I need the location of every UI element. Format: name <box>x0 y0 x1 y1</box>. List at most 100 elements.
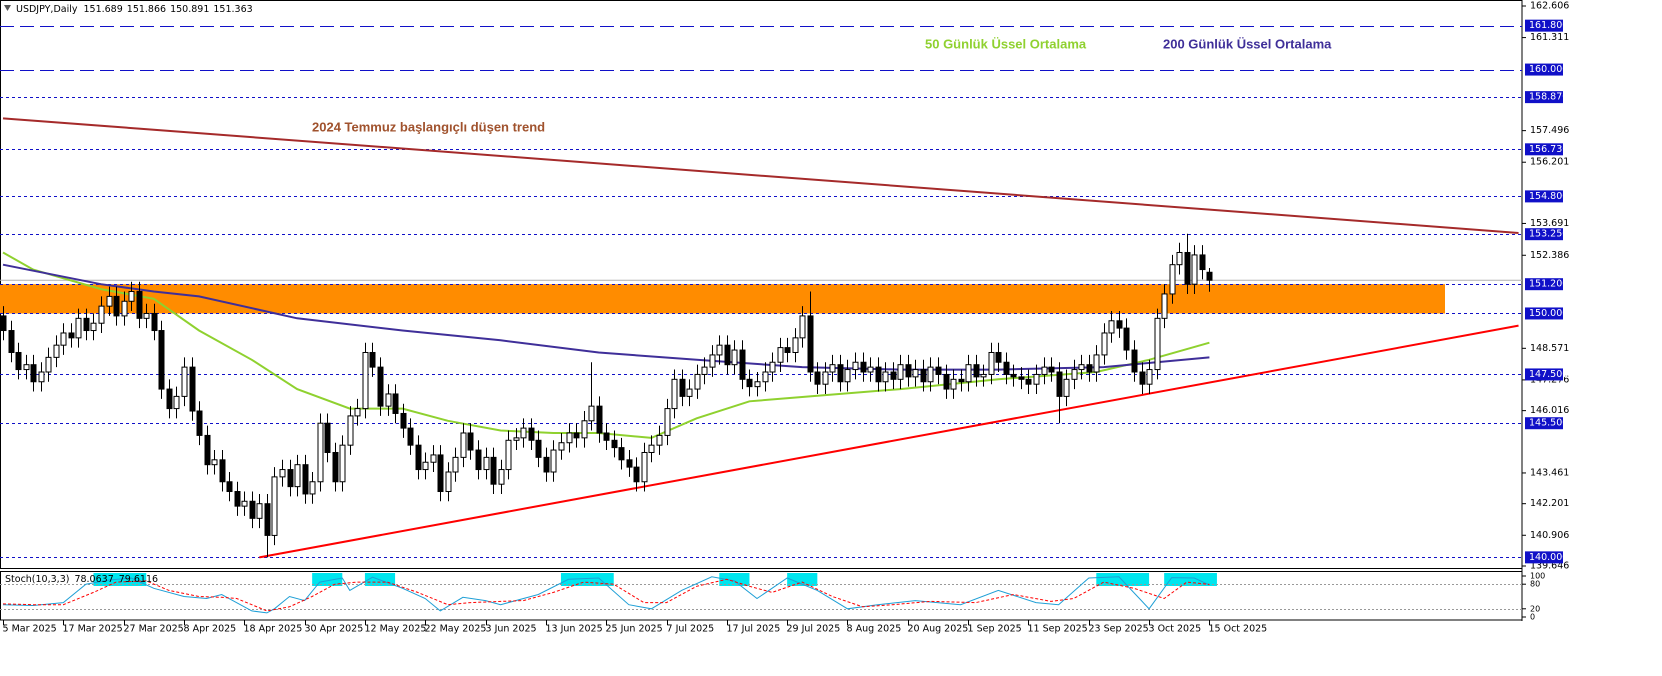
candle-body <box>1086 364 1093 373</box>
candle-body <box>234 491 241 507</box>
candle-body <box>1123 327 1130 351</box>
candle-body <box>392 393 399 414</box>
level-box <box>1525 278 1563 291</box>
support-zone <box>0 284 1445 314</box>
candle-body <box>603 432 610 441</box>
candle-body <box>588 405 595 422</box>
candle-body <box>860 361 867 373</box>
candle-body <box>53 344 60 358</box>
candle-body <box>596 405 603 434</box>
candle-body <box>15 351 22 371</box>
candle-body <box>558 442 565 451</box>
candle-body <box>415 444 422 471</box>
ema-line <box>2 263 1210 371</box>
candle-body <box>550 449 557 473</box>
candle-body <box>1063 378 1070 397</box>
candle-body <box>369 351 376 368</box>
header-icon <box>4 5 11 11</box>
candle-body <box>822 371 829 385</box>
candle-body <box>1048 366 1055 373</box>
candle-body <box>279 469 286 478</box>
candle-body <box>136 291 143 319</box>
trendline <box>259 324 1519 559</box>
candle-body <box>1176 251 1183 266</box>
candle-body <box>143 312 150 319</box>
x-tick-label: 1 Sep 2025 <box>968 624 1022 635</box>
candle-body <box>1191 254 1198 285</box>
overbought-highlight <box>787 573 818 586</box>
x-tick-label: 29 Jul 2025 <box>787 624 841 635</box>
y-tick-label: 146.016 <box>1530 405 1569 416</box>
candle-body <box>483 456 490 471</box>
x-tick-label: 13 Jun 2025 <box>546 624 603 635</box>
level-box <box>1525 417 1563 430</box>
candle-body <box>769 361 776 373</box>
candle-body <box>75 317 82 339</box>
candle-body <box>648 444 655 453</box>
candle-body <box>1161 293 1168 319</box>
candle-body <box>166 388 173 410</box>
candle-body <box>498 469 505 485</box>
candle-body <box>814 371 821 385</box>
candle-body <box>347 415 354 446</box>
last-low: 150.891 <box>170 4 209 15</box>
level-label: 145.500 <box>1529 418 1568 429</box>
candle-body <box>641 451 648 483</box>
candle-body <box>837 364 844 383</box>
candle-body <box>875 366 882 383</box>
level-box <box>1525 190 1563 203</box>
candle-body <box>309 481 316 495</box>
level-box <box>1525 307 1563 320</box>
candle-body <box>807 315 814 373</box>
candle-body <box>1033 373 1040 385</box>
candle-body <box>181 366 188 397</box>
candle-body <box>973 364 980 378</box>
candle-body <box>98 305 105 324</box>
symbol: USDJPY,Daily <box>16 4 78 15</box>
candle-body <box>30 364 37 383</box>
candle-body <box>724 344 731 366</box>
overbought-highlight <box>719 573 750 586</box>
candle-body <box>754 381 761 388</box>
candle-body <box>422 461 429 471</box>
x-tick-label: 22 May 2025 <box>425 624 487 635</box>
y-tick-label: 142.201 <box>1530 498 1569 509</box>
candle-body <box>1003 361 1010 375</box>
candle-body <box>920 369 927 383</box>
candle-body <box>219 459 226 483</box>
level-box <box>1525 91 1563 104</box>
candle-body <box>362 351 369 410</box>
candle-body <box>1093 354 1100 373</box>
stoch-plot <box>0 573 1522 614</box>
candle-body <box>844 369 851 383</box>
stoch-y-tick-label: 100 <box>1530 572 1545 581</box>
candle-body <box>784 347 791 353</box>
candle-body <box>950 378 957 390</box>
level-label: 154.800 <box>1529 191 1568 202</box>
candle-body <box>731 349 738 366</box>
candle-body <box>467 432 474 451</box>
candle-body <box>113 295 120 317</box>
candle-body <box>1169 264 1176 295</box>
candle-body <box>1146 369 1153 385</box>
y-tick-label: 157.496 <box>1530 125 1569 136</box>
candle-body <box>927 366 934 383</box>
y-tick-label: 162.606 <box>1530 1 1569 12</box>
main-plot: 2024 Temmuz başlangıçlı düşen trend 50 Gü… <box>0 26 1522 559</box>
candle-body <box>1101 332 1108 356</box>
candle-body <box>23 364 30 371</box>
y-tick-label: 156.201 <box>1530 157 1569 168</box>
stoch-line <box>2 578 1210 612</box>
header: USDJPY,Daily 151.689 151.866 150.891 151.363 <box>16 4 253 15</box>
candle-body <box>1154 317 1161 371</box>
candle-body <box>475 449 482 471</box>
level-box <box>1525 551 1563 564</box>
level-label: 161.800 <box>1529 20 1568 31</box>
candle-body <box>581 420 588 439</box>
candle-body <box>173 395 180 410</box>
trend-label: 2024 Temmuz başlangıçlı düşen trend <box>312 119 545 134</box>
trendline <box>2 117 1519 234</box>
candle-body <box>762 371 769 383</box>
stoch-y-tick-label: 0 <box>1530 613 1535 622</box>
